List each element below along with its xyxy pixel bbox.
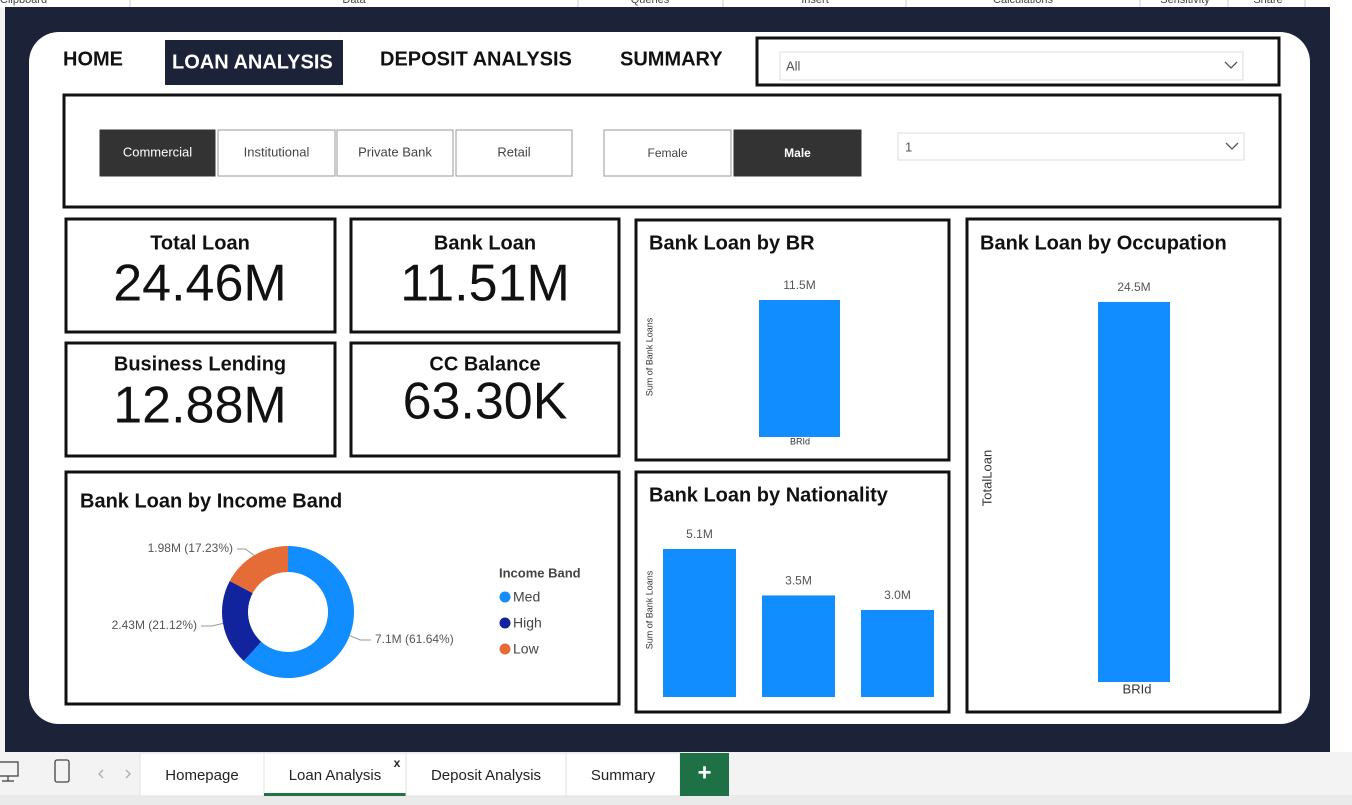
slicer-button[interactable] (217, 129, 336, 177)
donut-slice[interactable] (229, 546, 288, 594)
bar[interactable] (663, 549, 736, 697)
data-label: 2.43M (21.12%) (112, 618, 197, 632)
add-page-label: + (697, 759, 711, 786)
data-label: 1.98M (17.23%) (148, 541, 233, 555)
add-page-button[interactable] (680, 753, 729, 796)
legend-label[interactable]: Med (513, 589, 540, 605)
slicer-label: Institutional (244, 144, 310, 159)
tab[interactable] (565, 752, 681, 797)
chart-title: Bank Loan by BR (649, 232, 815, 254)
kpi-value: 24.46M (113, 255, 286, 313)
bar[interactable] (762, 595, 835, 697)
tab-active-underline (264, 793, 406, 796)
next-arrow[interactable] (125, 769, 131, 779)
kpi-card (64, 341, 337, 458)
bar[interactable] (1098, 302, 1170, 682)
data-label: 11.5M (783, 278, 815, 292)
slicer-button[interactable] (455, 129, 573, 177)
ribbon-label[interactable]: Data (342, 0, 366, 6)
slicer-label: Private Bank (358, 144, 432, 159)
kpi-title: Total Loan (150, 232, 250, 254)
tab[interactable] (405, 752, 567, 797)
tab[interactable] (139, 752, 265, 797)
kpi-title: Business Lending (114, 353, 286, 375)
legend-title: Income Band (499, 565, 581, 580)
ribbon-label[interactable]: Insert (801, 0, 829, 6)
ribbon-label[interactable]: Queries (631, 0, 670, 6)
data-label: 5.1M (686, 527, 713, 541)
ribbon (0, 0, 1352, 7)
kpi-title: CC Balance (429, 353, 540, 375)
mobile-icon[interactable] (54, 759, 70, 783)
legend-label[interactable]: Low (513, 641, 540, 657)
slicer-button[interactable] (99, 129, 216, 177)
dropdown-value: All (786, 58, 801, 73)
ribbon-label[interactable]: Clipboard (0, 0, 47, 6)
x-axis-title: BRId (1123, 681, 1152, 696)
kpi-card (349, 341, 621, 458)
tab-label: Summary (591, 767, 656, 784)
y-axis-title: Sum of Bank Loans (644, 317, 654, 396)
nav-item[interactable]: LOAN ANALYSIS (172, 51, 333, 73)
y-axis-title: TotalLoan (979, 450, 994, 506)
tab-label: Homepage (165, 767, 238, 784)
chart-title: Bank Loan by Occupation (980, 232, 1227, 254)
legend-marker[interactable] (499, 617, 511, 629)
slicer-button[interactable] (733, 129, 862, 177)
data-label: 3.5M (785, 574, 812, 588)
chart-title: Bank Loan by Nationality (649, 484, 889, 506)
chevron (1224, 61, 1238, 69)
nav-item[interactable]: HOME (63, 48, 123, 70)
x-axis-title: BRId (790, 436, 810, 446)
bar[interactable] (861, 609, 934, 697)
kpi-value: 63.30K (403, 373, 568, 431)
dropdown-value: 1 (905, 139, 912, 154)
data-label: 7.1M (61.64%) (375, 632, 454, 646)
leader-line (349, 635, 371, 641)
slicer-button[interactable] (336, 129, 454, 177)
donut-slice[interactable] (222, 580, 262, 661)
chevron (1225, 142, 1239, 150)
dropdown[interactable] (897, 132, 1245, 161)
leader-line (201, 622, 224, 627)
slicer-label: Male (784, 146, 811, 160)
tab-label: Loan Analysis (289, 767, 382, 784)
leader-line (237, 548, 255, 556)
ribbon-label[interactable]: Sensitivity (1160, 0, 1210, 6)
bar[interactable] (759, 300, 840, 437)
tab-label: Deposit Analysis (431, 767, 541, 784)
kpi-value: 12.88M (113, 377, 286, 435)
donut-slice[interactable] (243, 546, 355, 679)
data-label: 24.5M (1117, 280, 1150, 294)
legend-marker[interactable] (499, 643, 511, 655)
legend-marker[interactable] (499, 591, 511, 603)
slicer-label: Commercial (123, 144, 192, 159)
nav-selected (165, 40, 343, 85)
ribbon-label[interactable]: Share (1253, 0, 1282, 6)
slicer-label: Female (647, 146, 687, 160)
ribbon-label[interactable]: Calculations (993, 0, 1053, 6)
legend-label[interactable]: High (513, 615, 542, 631)
tab-close[interactable]: x (394, 756, 401, 770)
prev-arrow[interactable] (98, 769, 104, 779)
slicer-label: Retail (497, 144, 530, 159)
kpi-card (64, 217, 337, 334)
data-label: 3.0M (884, 588, 911, 602)
status-bar (0, 795, 1352, 805)
kpi-title: Bank Loan (434, 232, 536, 254)
canvas-margin (1330, 7, 1352, 752)
dropdown[interactable] (779, 51, 1244, 81)
tab[interactable] (263, 752, 407, 797)
kpi-value: 11.51M (400, 255, 570, 313)
slicer-button[interactable] (603, 129, 732, 177)
y-axis-title: Sum of Bank Loans (644, 570, 654, 649)
nav-item[interactable]: DEPOSIT ANALYSIS (380, 48, 572, 70)
kpi-card (349, 217, 621, 334)
nav-item[interactable]: SUMMARY (620, 48, 723, 70)
chart-title: Bank Loan by Income Band (80, 490, 342, 512)
